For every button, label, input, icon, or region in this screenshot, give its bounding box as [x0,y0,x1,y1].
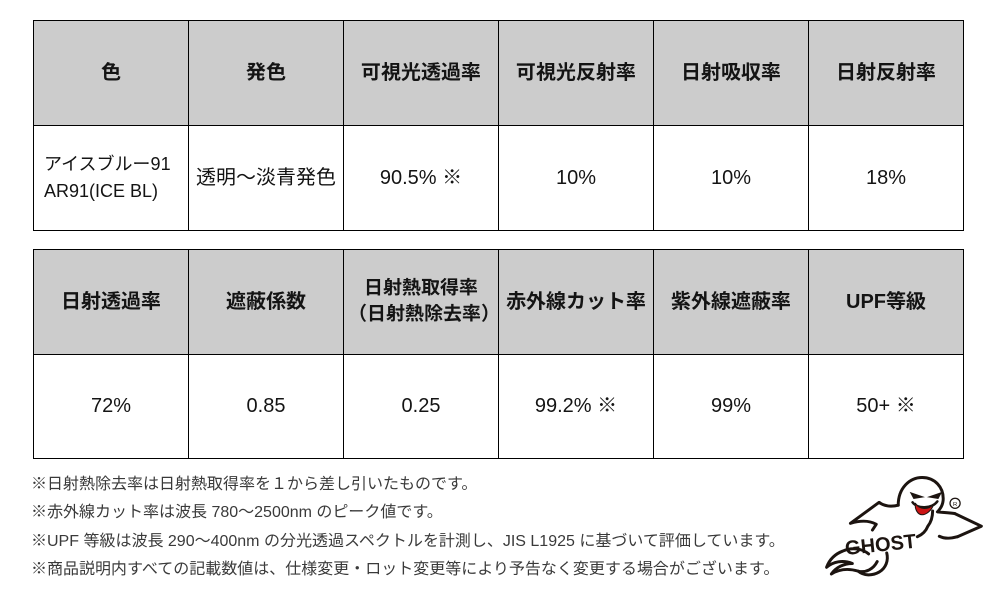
svg-text:GHOST: GHOST [844,531,918,560]
svg-text:R: R [953,502,957,508]
